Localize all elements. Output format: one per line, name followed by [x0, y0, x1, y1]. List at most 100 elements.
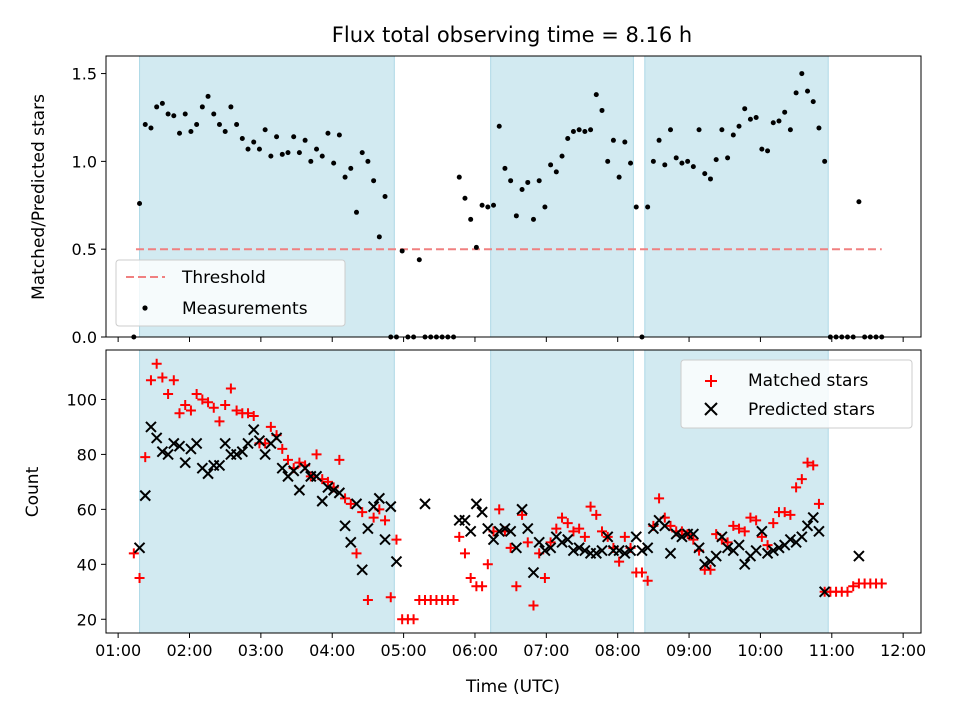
measurement-point — [296, 150, 302, 156]
measurement-point — [559, 153, 565, 159]
bottom-x-ticks: 01:00 02:00 03:00 04:00 05:00 06:00 07:00 08:00… — [95, 633, 926, 660]
matched-star-point — [163, 388, 174, 399]
measurement-point — [348, 165, 354, 171]
x-tick-label: 10:00 — [737, 641, 783, 660]
measurement-point — [610, 137, 616, 143]
predicted-star-point — [761, 547, 774, 560]
measurement-point — [622, 139, 628, 145]
measurement-point — [725, 155, 731, 161]
x-tick-label: 08:00 — [595, 641, 641, 660]
matched-star-point — [214, 416, 225, 427]
predicted-star-point — [367, 500, 380, 513]
measurement-point — [742, 106, 748, 112]
predicted-star-point — [522, 522, 534, 535]
matched-star-point — [688, 534, 699, 545]
matched-star-point — [728, 520, 739, 531]
measurement-point — [456, 174, 462, 180]
predicted-star-point — [362, 522, 374, 535]
y-tick-label: 20 — [77, 610, 97, 629]
legend-measurements-label: Measurements — [182, 299, 308, 319]
predicted-star-point — [333, 487, 346, 499]
matched-star-point — [294, 457, 305, 468]
predicted-star-point — [248, 423, 260, 436]
matched-star-point — [408, 614, 419, 625]
matched-star-point — [277, 443, 288, 454]
bottom-y-ticks: 20 40 60 80 100 — [66, 390, 106, 629]
matched-star-points — [128, 358, 887, 625]
predicted-star-point — [350, 498, 363, 510]
measurement-point — [565, 136, 571, 142]
matched-star-point — [157, 372, 168, 383]
x-tick-label: 01:00 — [95, 641, 141, 660]
observing-window — [644, 55, 829, 338]
predicted-star-point — [767, 544, 779, 557]
measurement-point — [256, 146, 262, 152]
predicted-star-point — [156, 445, 169, 458]
measurement-point — [856, 199, 862, 205]
predicted-star-point — [596, 544, 608, 557]
top-x-ticks — [117, 337, 904, 342]
predicted-star-point — [390, 555, 403, 568]
predicted-star-point — [373, 492, 386, 505]
predicted-star-point — [773, 542, 785, 554]
measurement-point — [205, 93, 211, 99]
predicted-star-points — [133, 421, 865, 598]
matched-star-point — [574, 523, 585, 534]
legend-matched-swatch — [705, 375, 717, 387]
matched-star-point — [762, 540, 773, 551]
top-y-axis-label: Matched/Predicted stars — [29, 94, 49, 300]
predicted-star-point — [813, 525, 825, 538]
measurement-point — [770, 120, 776, 126]
predicted-star-point — [470, 498, 483, 510]
matched-star-point — [220, 399, 231, 410]
matched-star-point — [145, 375, 156, 386]
x-tick-label: 06:00 — [452, 641, 498, 660]
predicted-star-point — [162, 448, 174, 461]
y-tick-label: 0.5 — [72, 240, 97, 259]
predicted-star-point — [504, 525, 517, 538]
x-tick-label: 05:00 — [381, 641, 427, 660]
predicted-star-point — [150, 432, 163, 444]
predicted-star-point — [613, 544, 625, 557]
measurement-point — [616, 174, 622, 180]
matched-star-point — [545, 537, 556, 548]
measurement-point — [816, 125, 822, 131]
matched-star-point — [768, 518, 779, 529]
measurement-point — [593, 92, 599, 98]
top-panel: 0.0 0.5 1.0 1.5 Matched/Predicted stars Thr… — [29, 55, 922, 347]
matched-star-point — [231, 405, 242, 416]
predicted-star-point — [687, 528, 700, 540]
predicted-star-point — [219, 437, 231, 450]
matched-star-point — [203, 397, 214, 408]
predicted-star-point — [693, 542, 705, 554]
matched-star-point — [734, 523, 745, 534]
matched-star-point — [522, 537, 533, 548]
measurement-point — [805, 88, 811, 94]
predicted-star-point — [419, 498, 431, 510]
matched-star-point — [391, 534, 402, 545]
predicted-star-point — [579, 544, 591, 557]
x-tick-label: 04:00 — [309, 641, 355, 660]
measurement-point — [570, 129, 576, 135]
measurement-point — [553, 169, 559, 175]
matched-star-point — [265, 421, 276, 432]
matched-star-point — [802, 457, 813, 468]
measurement-point — [491, 202, 497, 208]
matched-star-point — [168, 375, 179, 386]
measurement-point — [747, 116, 753, 122]
matched-star-point — [208, 402, 219, 413]
matched-star-point — [596, 526, 607, 537]
predicted-star-point — [179, 456, 191, 469]
matched-star-point — [134, 573, 145, 584]
measurement-point — [530, 216, 536, 222]
bottom-legend: Matched stars Predicted stars — [680, 359, 913, 429]
measurement-point — [291, 134, 297, 140]
predicted-star-point — [487, 533, 500, 546]
predicted-star-point — [236, 445, 249, 458]
matched-star-point — [477, 581, 488, 592]
measurement-point — [331, 160, 337, 166]
measurement-point — [245, 146, 251, 152]
predicted-star-point — [573, 542, 585, 554]
measurement-point — [628, 160, 634, 166]
